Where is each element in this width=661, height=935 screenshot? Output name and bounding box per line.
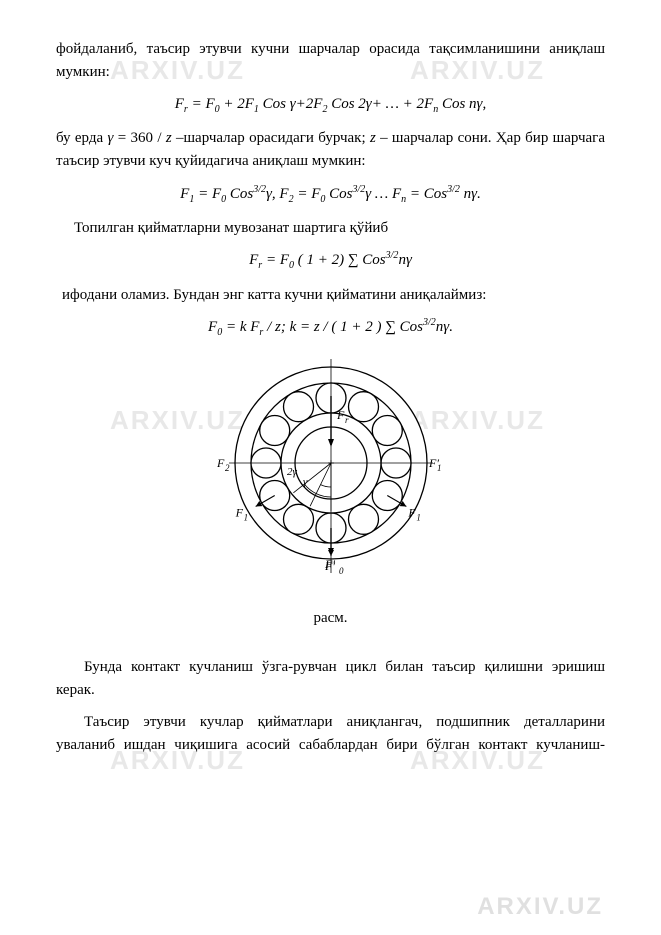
formula-1: Fr = F0 + 2F1 Cos γ+2F2 Cos 2γ+ … + 2Fn …: [56, 93, 605, 118]
svg-text:F: F: [216, 456, 225, 470]
figure-bearing: F′FrF′0F1F′1F1F2γ2γ: [56, 351, 605, 599]
svg-text:0: 0: [339, 566, 344, 576]
watermark-footer: ARXIV.UZ: [477, 888, 603, 925]
paragraph-1: фойдаланиб, таъсир этувчи кучни шарчалар…: [56, 38, 605, 85]
formula-2: F1 = F0 Cos3/2γ, F2 = F0 Cos3/2γ … Fn = …: [56, 182, 605, 208]
svg-text:F: F: [234, 505, 243, 519]
paragraph-6: Таъсир этувчи кучлар қийматлари аниқланг…: [56, 711, 605, 758]
paragraph-3: Топилган қийматларни мувозанат шартига қ…: [56, 217, 605, 240]
svg-text:F: F: [336, 408, 345, 422]
paragraph-2: бу ерда γ = 360 / z –шарчалар орасидаги …: [56, 127, 605, 174]
svg-text:F′: F′: [324, 559, 335, 573]
figure-caption: расм.: [56, 607, 605, 630]
formula-4: F0 = k Fr / z; k = z / ( 1 + 2 ) ∑ Cos3/…: [56, 315, 605, 341]
svg-text:r: r: [345, 415, 349, 425]
bearing-diagram: F′FrF′0F1F′1F1F2γ2γ: [216, 351, 446, 591]
svg-text:1: 1: [416, 512, 421, 522]
svg-text:γ: γ: [303, 476, 308, 488]
svg-text:1: 1: [437, 463, 442, 473]
paragraph-5: Бунда контакт кучланиш ўзга-рувчан цикл …: [56, 656, 605, 703]
svg-text:F: F: [407, 505, 416, 519]
formula-3: Fr = F0 ( 1 + 2) ∑ Cos3/2nγ: [56, 248, 605, 274]
svg-text:2γ: 2γ: [287, 466, 298, 478]
svg-text:2: 2: [225, 463, 230, 473]
page-content: фойдаланиб, таъсир этувчи кучни шарчалар…: [56, 38, 605, 757]
paragraph-4: ифодани оламиз. Бундан энг катта кучни қ…: [56, 284, 605, 307]
svg-text:1: 1: [243, 512, 248, 522]
